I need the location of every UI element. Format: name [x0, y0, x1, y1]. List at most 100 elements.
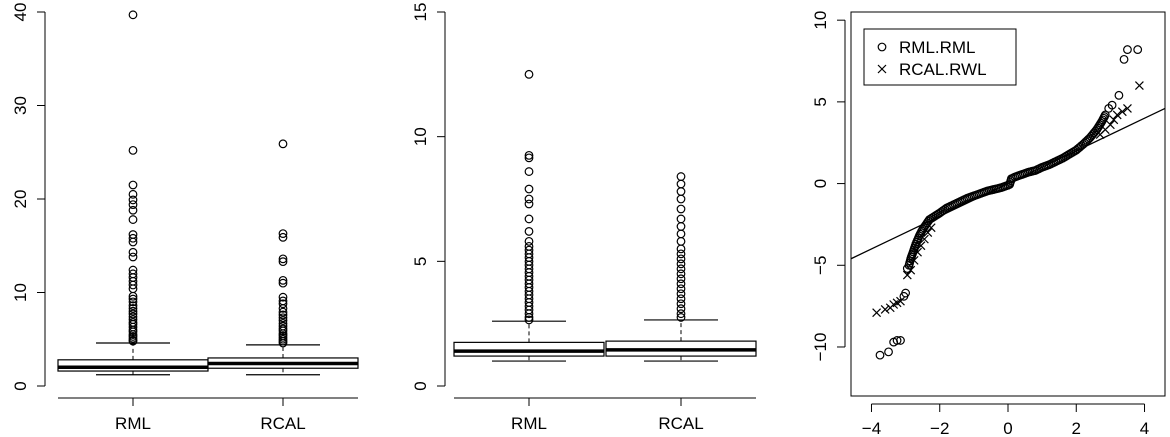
- points-group: [872, 45, 1144, 360]
- data-point-cross: [1117, 107, 1127, 117]
- data-point-cross: [880, 304, 890, 314]
- data-point-circle: [1100, 112, 1109, 121]
- outlier-point: [676, 309, 686, 319]
- x-tick-label: 2: [1072, 419, 1081, 437]
- outlier-point: [128, 327, 138, 337]
- data-point-circle: [1114, 90, 1124, 100]
- outlier-point: [278, 310, 288, 320]
- cross-stroke: [909, 255, 919, 265]
- outlier-point: [278, 326, 288, 336]
- plot-frame: [850, 11, 1166, 397]
- boxplot-panel-left: 0 10 20 30 40 RML RCAL: [11, 3, 359, 433]
- cross-stroke: [916, 241, 926, 251]
- cross-stroke: [902, 270, 912, 280]
- data-point-cross: [896, 296, 905, 306]
- legend-marker-circle: [877, 42, 887, 52]
- cross-stroke: [913, 247, 922, 257]
- x-tick-label: RCAL: [260, 414, 305, 433]
- outlier-point: [676, 313, 686, 322]
- outlier-point: [676, 204, 686, 214]
- outlier-point: [676, 299, 686, 309]
- data-point-cross: [1109, 115, 1119, 125]
- box-rcal: [605, 172, 757, 362]
- box-iqr: [57, 359, 209, 372]
- outlier-point: [278, 275, 288, 285]
- outlier-point: [128, 303, 138, 313]
- outlier-point: [128, 336, 138, 346]
- x-tick-label: −4: [862, 419, 881, 437]
- outlier-point: [524, 315, 534, 325]
- qq-plot-panel-right: −4 −2 0 2 4 −10 −5 0 5 10 RML.RML RCAL.RWL: [811, 11, 1166, 437]
- outlier-point: [278, 139, 288, 149]
- outlier-point: [128, 10, 138, 20]
- y-tick-label: 0: [811, 179, 830, 188]
- outlier-point: [278, 299, 288, 309]
- outlier-point: [278, 292, 288, 302]
- data-point-circle: [1081, 137, 1091, 147]
- y-tick-label: 40: [11, 3, 30, 22]
- data-point-cross: [902, 270, 912, 280]
- outlier-point: [278, 307, 288, 317]
- data-point-circle: [875, 350, 885, 360]
- outlier-point: [278, 313, 288, 323]
- data-point-cross: [1123, 103, 1132, 113]
- legend: RML.RML RCAL.RWL: [863, 28, 1017, 86]
- data-point-cross: [1105, 120, 1115, 130]
- outlier-point: [128, 291, 138, 301]
- outlier-point: [128, 200, 138, 210]
- outlier-point: [524, 153, 534, 163]
- boxplot-panel-middle: 0 5 10 15 RML RCAL: [411, 3, 757, 433]
- legend-marker-cross: [877, 64, 887, 74]
- data-point-circle: [907, 251, 917, 260]
- y-tick-label: 10: [11, 283, 30, 302]
- outlier-point: [128, 294, 138, 304]
- cross-stroke: [880, 304, 890, 314]
- series-rml-rml: [875, 45, 1143, 360]
- data-point-cross: [872, 308, 882, 318]
- outlier-point: [524, 309, 534, 319]
- outlier-point: [524, 236, 534, 246]
- box-rml: [453, 69, 605, 362]
- data-point-circle: [1133, 45, 1143, 54]
- outlier-point: [524, 313, 534, 322]
- outlier-point: [676, 294, 686, 304]
- outlier-point: [278, 278, 288, 288]
- y-tick-label: 5: [811, 97, 830, 106]
- x-tick-label: 4: [1140, 419, 1149, 437]
- y-tick-label: 10: [811, 11, 830, 30]
- outlier-point: [278, 254, 288, 264]
- outlier-point: [128, 247, 138, 257]
- data-point-cross: [923, 228, 933, 238]
- outlier-point: [128, 205, 138, 215]
- data-point-cross: [909, 255, 919, 265]
- y-tick-label: −5: [811, 256, 830, 275]
- outlier-point: [278, 232, 288, 242]
- x-tick-label: RML: [511, 414, 547, 433]
- y-tick-label: 10: [411, 127, 430, 146]
- cross-stroke: [896, 296, 905, 306]
- y-tick-label: −10: [811, 333, 830, 362]
- y-tick-label: 15: [411, 3, 430, 22]
- cross-stroke: [923, 228, 933, 238]
- legend-label: RML.RML: [899, 38, 976, 57]
- outlier-point: [128, 189, 138, 199]
- outlier-point: [676, 194, 686, 204]
- outlier-point: [524, 150, 534, 160]
- outlier-point: [128, 145, 138, 155]
- data-point-cross: [906, 265, 916, 275]
- outlier-point: [676, 254, 686, 264]
- outlier-point: [278, 303, 288, 313]
- outlier-point: [128, 233, 138, 243]
- cross-stroke: [1112, 110, 1122, 120]
- legend-entry: RCAL.RWL: [877, 60, 987, 79]
- outlier-point: [128, 215, 138, 224]
- outlier-point: [676, 259, 686, 269]
- data-point-circle: [1095, 120, 1105, 130]
- box-rcal: [207, 139, 359, 376]
- outlier-point: [676, 187, 686, 196]
- data-point-circle: [1107, 100, 1117, 110]
- outlier-point: [128, 195, 138, 205]
- cross-stroke: [872, 308, 882, 318]
- box-rml: [57, 10, 209, 376]
